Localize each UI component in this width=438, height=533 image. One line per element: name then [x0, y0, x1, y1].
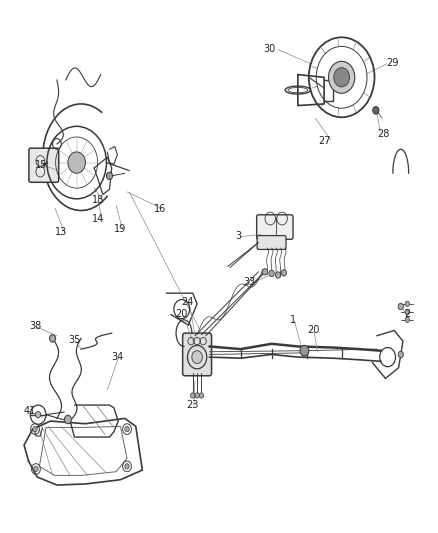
Text: 1: 1 — [290, 315, 297, 325]
Text: 34: 34 — [111, 352, 124, 362]
Circle shape — [34, 466, 38, 472]
Text: 30: 30 — [263, 44, 276, 54]
Text: 3: 3 — [236, 231, 242, 240]
Circle shape — [68, 152, 85, 173]
Text: 16: 16 — [154, 205, 166, 214]
Circle shape — [405, 301, 410, 306]
Circle shape — [49, 335, 56, 342]
Text: 38: 38 — [30, 321, 42, 331]
Circle shape — [328, 61, 355, 93]
Circle shape — [125, 426, 129, 432]
Circle shape — [398, 303, 403, 310]
Text: 35: 35 — [68, 335, 81, 345]
Circle shape — [262, 269, 268, 275]
Circle shape — [191, 393, 195, 398]
Circle shape — [405, 309, 410, 314]
Text: 24: 24 — [181, 297, 194, 307]
FancyBboxPatch shape — [257, 236, 286, 249]
Text: 28: 28 — [377, 130, 389, 139]
Circle shape — [199, 393, 204, 398]
Text: 20: 20 — [176, 309, 188, 319]
FancyBboxPatch shape — [29, 148, 59, 182]
Circle shape — [195, 393, 199, 398]
Circle shape — [269, 270, 274, 277]
Circle shape — [35, 411, 41, 418]
Circle shape — [405, 317, 410, 322]
Text: 29: 29 — [386, 58, 398, 68]
FancyBboxPatch shape — [257, 215, 293, 239]
Text: 14: 14 — [92, 214, 105, 224]
Text: 2: 2 — [404, 310, 410, 319]
Circle shape — [106, 172, 113, 180]
Circle shape — [398, 351, 403, 358]
Circle shape — [192, 351, 202, 364]
Circle shape — [33, 426, 37, 432]
Text: 27: 27 — [318, 136, 330, 146]
Circle shape — [281, 270, 286, 276]
Circle shape — [300, 345, 309, 356]
Text: 20: 20 — [307, 326, 319, 335]
Circle shape — [64, 415, 71, 424]
Circle shape — [373, 107, 379, 114]
Text: 13: 13 — [55, 227, 67, 237]
Text: 41: 41 — [23, 407, 35, 416]
Text: 23: 23 — [187, 400, 199, 410]
Text: 18: 18 — [92, 195, 105, 205]
Circle shape — [276, 272, 281, 278]
Text: 33: 33 — [244, 278, 256, 287]
FancyBboxPatch shape — [183, 333, 212, 376]
Circle shape — [125, 464, 129, 469]
Text: 19: 19 — [114, 224, 127, 233]
Circle shape — [334, 68, 350, 87]
Text: 15: 15 — [35, 160, 48, 170]
